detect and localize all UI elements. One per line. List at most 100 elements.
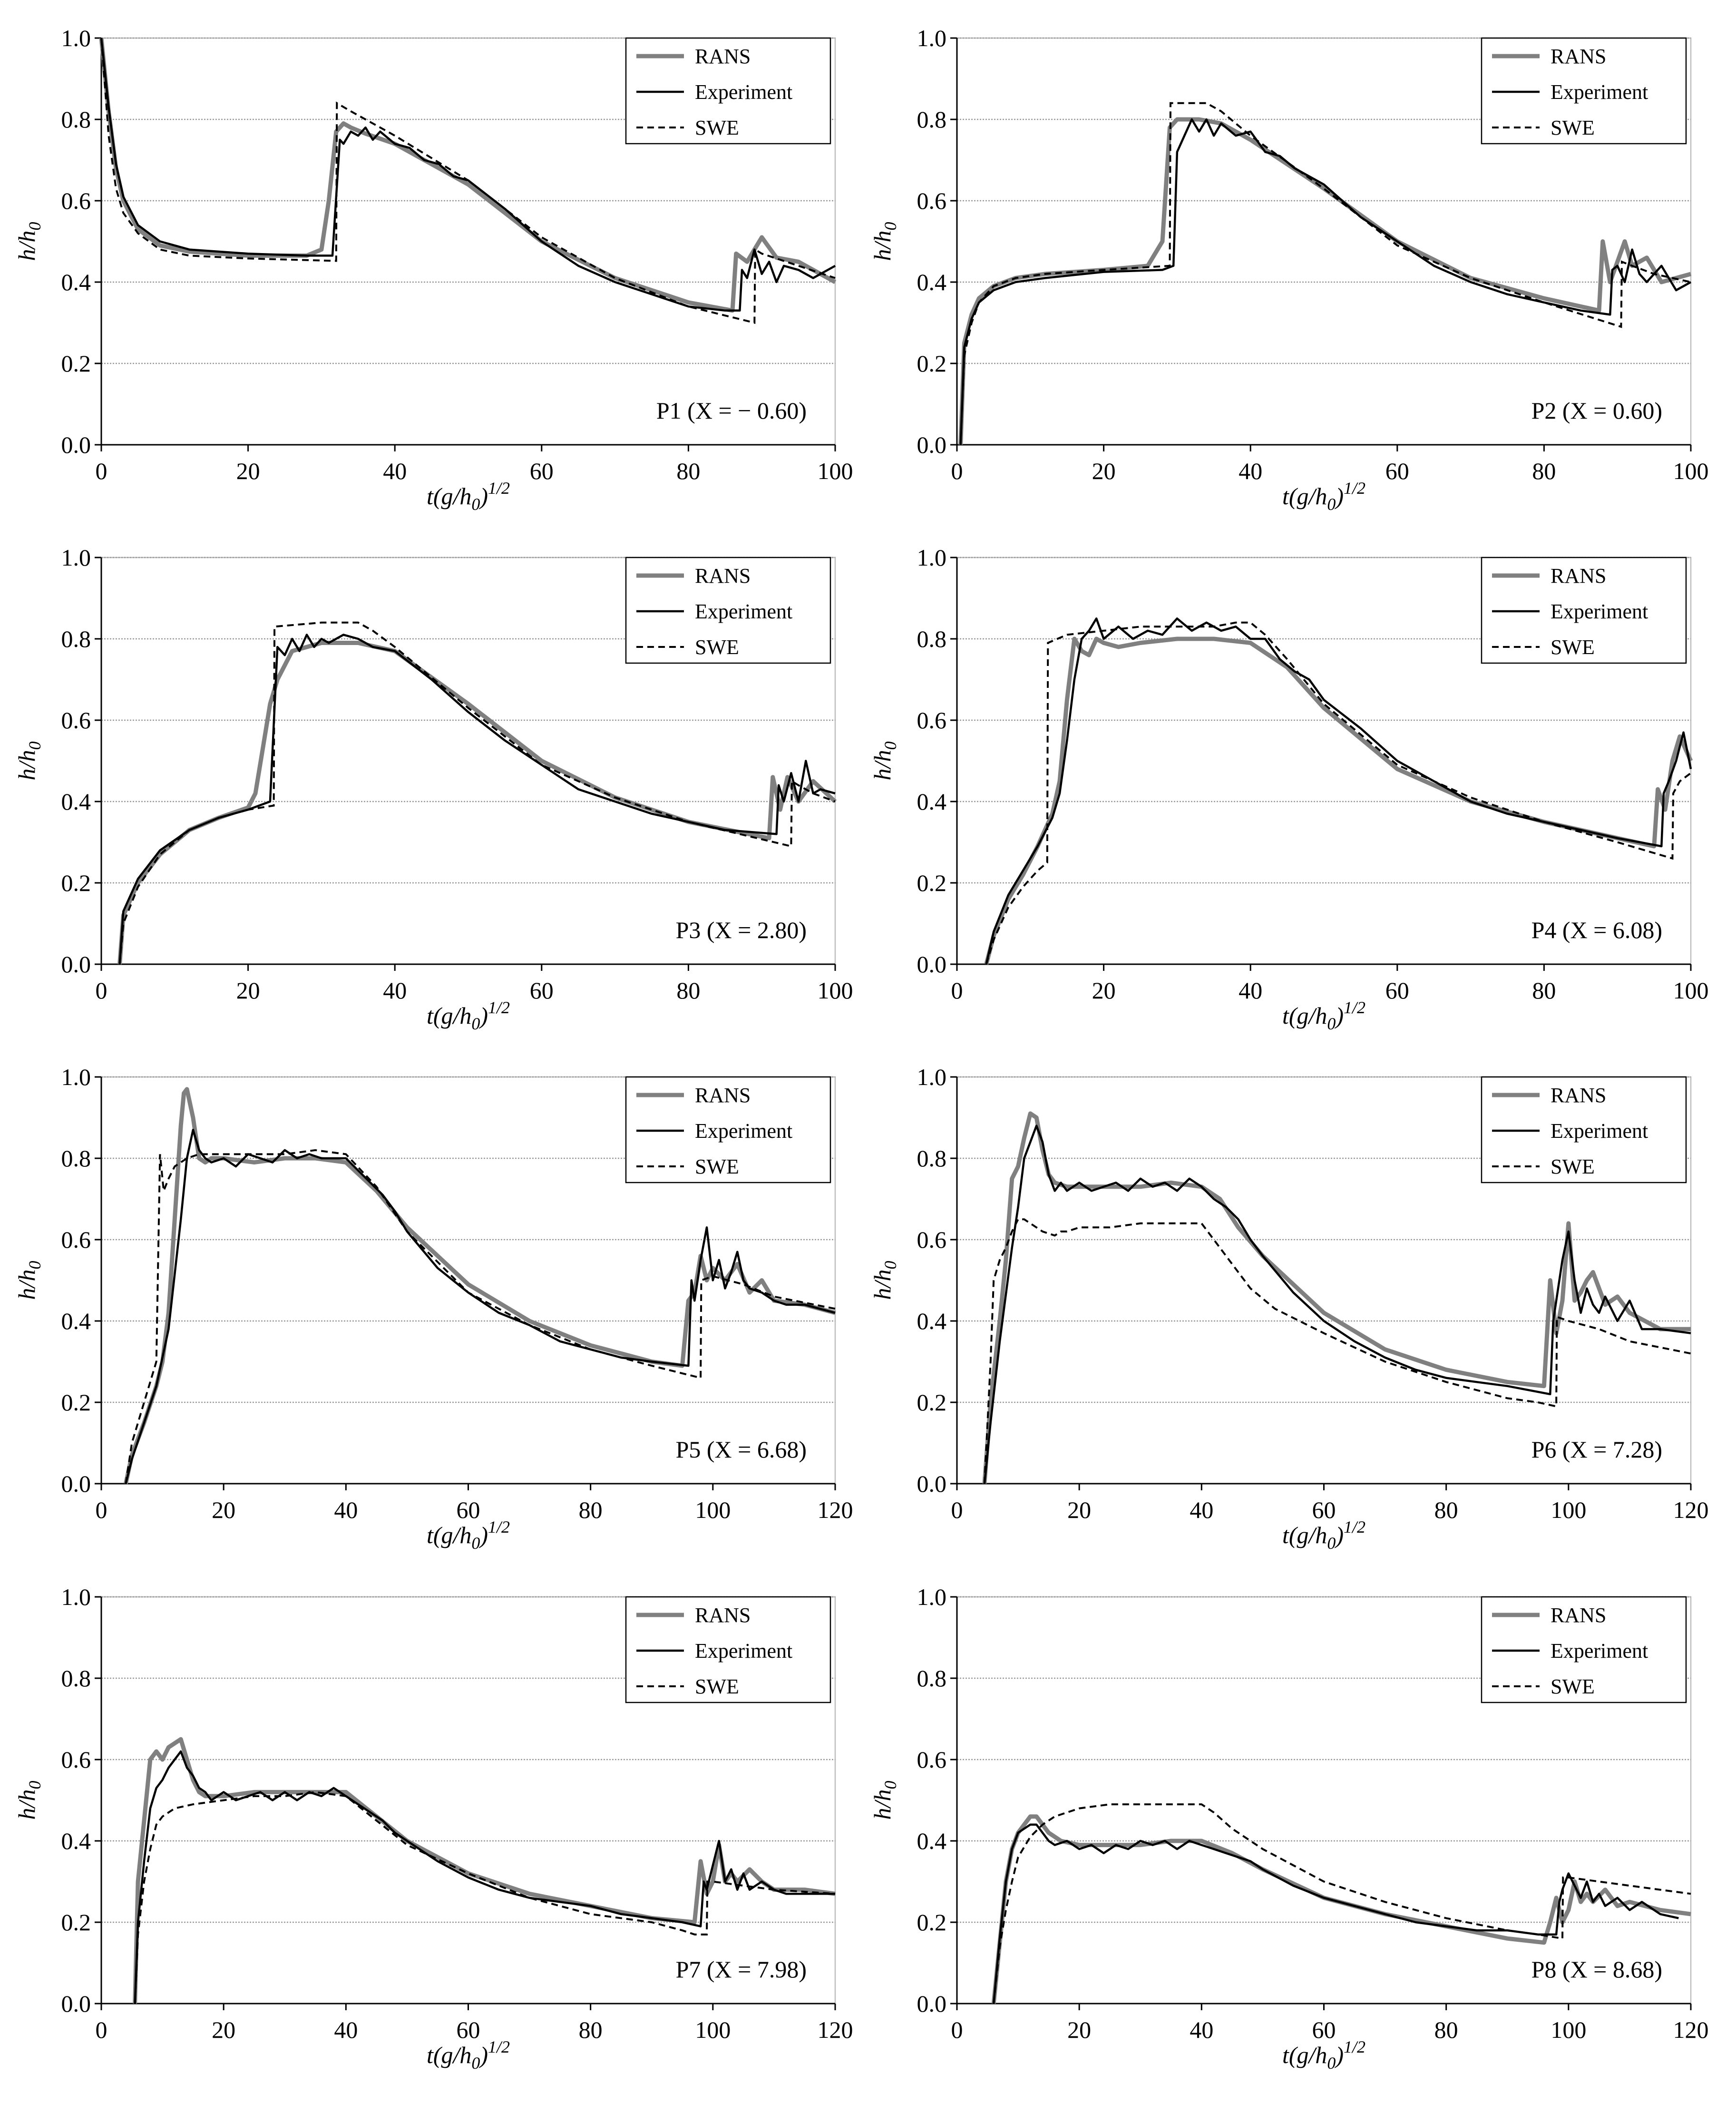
y-tick-label: 1.0 xyxy=(917,1584,947,1610)
x-axis-title: t(g/h0)1/2 xyxy=(1282,2037,1365,2073)
y-tick-label: 0.8 xyxy=(61,1665,91,1692)
x-axis-title: t(g/h0)1/2 xyxy=(1282,1517,1365,1553)
y-tick-label: 0.8 xyxy=(917,1145,947,1172)
y-tick-label: 0.8 xyxy=(61,626,91,652)
series-line-swe xyxy=(100,38,836,324)
series-line-experiment xyxy=(992,1823,1679,2004)
legend: RANS Experiment SWE xyxy=(625,37,831,145)
axes xyxy=(100,558,835,965)
legend-label: RANS xyxy=(1551,45,1606,68)
legend-label: RANS xyxy=(695,1604,751,1627)
y-tick-label: 0.6 xyxy=(917,1746,947,1773)
panel-annotation: P5 (X = 6.68) xyxy=(676,1436,807,1463)
y-tick-label: 0.4 xyxy=(917,788,947,815)
legend: RANS Experiment SWE xyxy=(625,1076,831,1184)
y-tick-label: 0.8 xyxy=(917,626,947,652)
x-tick-label: 60 xyxy=(457,2016,480,2043)
y-tick-label: 0.4 xyxy=(61,1308,91,1334)
x-tick-label: 60 xyxy=(530,458,554,484)
x-tick-label: 20 xyxy=(236,458,260,484)
panel-annotation: P8 (X = 8.68) xyxy=(1531,1956,1662,1983)
chart-panel-1: 0.0 0.2 0.4 0.6 0.8 1.0 0 20 40 60 80 100 h/h0 t(g/h0… xyxy=(13,25,853,514)
x-tick-label: 100 xyxy=(1551,2016,1586,2043)
y-tick-label: 0.0 xyxy=(61,1470,91,1497)
series-line-swe xyxy=(983,1218,1691,1484)
x-tick-label: 40 xyxy=(1190,1497,1213,1523)
x-tick-label: 100 xyxy=(1551,1497,1586,1523)
y-tick-label: 0.2 xyxy=(61,1389,91,1416)
x-tick-label: 100 xyxy=(695,1497,731,1523)
y-tick-label: 0.2 xyxy=(61,1909,91,1936)
y-tick-label: 1.0 xyxy=(61,1064,91,1090)
x-axis-title: t(g/h0)1/2 xyxy=(1282,479,1365,514)
x-tick-label: 40 xyxy=(1239,458,1262,484)
y-tick-label: 1.0 xyxy=(917,544,947,571)
x-tick-label: 0 xyxy=(951,458,963,484)
axes xyxy=(956,558,1691,965)
axes xyxy=(100,38,835,446)
y-tick-label: 0.0 xyxy=(917,1990,947,2017)
legend-label: SWE xyxy=(695,1675,739,1698)
legend: RANS Experiment SWE xyxy=(1481,37,1687,145)
y-tick-label: 0.6 xyxy=(61,707,91,734)
x-axis-title: t(g/h0)1/2 xyxy=(1282,998,1365,1033)
x-tick-label: 20 xyxy=(1092,977,1116,1004)
series-line-experiment xyxy=(100,38,836,312)
x-tick-label: 60 xyxy=(1312,2016,1336,2043)
y-axis-title: h/h0 xyxy=(13,1261,44,1300)
y-tick-label: 0.6 xyxy=(61,1226,91,1253)
legend-label: RANS xyxy=(695,1084,751,1107)
legend-label: RANS xyxy=(695,564,751,587)
chart-panel-7: 0.0 0.2 0.4 0.6 0.8 1.0 0 20 40 60 80 100 120 h/h0 t(g… xyxy=(13,1584,853,2073)
y-tick-label: 0.2 xyxy=(917,1909,947,1936)
x-axis-title: t(g/h0)1/2 xyxy=(427,998,510,1033)
axes xyxy=(100,1077,835,1485)
x-tick-label: 80 xyxy=(676,458,700,484)
y-tick-label: 0.2 xyxy=(917,1389,947,1416)
legend-label: RANS xyxy=(1551,564,1606,587)
y-tick-label: 0.0 xyxy=(917,431,947,458)
series-line-swe xyxy=(959,102,1691,445)
y-tick-label: 0.2 xyxy=(917,350,947,377)
legend-label: SWE xyxy=(695,1155,739,1178)
x-tick-label: 80 xyxy=(1434,1497,1458,1523)
x-tick-label: 80 xyxy=(1532,977,1556,1004)
y-tick-label: 0.4 xyxy=(61,269,91,295)
y-tick-label: 0.0 xyxy=(61,951,91,978)
legend: RANS Experiment SWE xyxy=(1481,557,1687,664)
x-tick-label: 120 xyxy=(1673,1497,1709,1523)
y-axis-title: h/h0 xyxy=(869,742,900,781)
chart-panel-5: 0.0 0.2 0.4 0.6 0.8 1.0 0 20 40 60 80 100 120 h/h0 t(g… xyxy=(13,1064,853,1553)
x-tick-label: 60 xyxy=(1312,1497,1336,1523)
y-axis-title: h/h0 xyxy=(869,1781,900,1820)
series-line-swe xyxy=(118,621,836,965)
series-line-experiment xyxy=(983,1125,1691,1484)
panel-annotation: P6 (X = 7.28) xyxy=(1531,1436,1662,1463)
legend: RANS Experiment SWE xyxy=(1481,1596,1687,1703)
axes xyxy=(956,38,1691,446)
y-tick-label: 0.8 xyxy=(61,106,91,133)
x-tick-label: 40 xyxy=(383,977,407,1004)
y-tick-label: 1.0 xyxy=(61,25,91,51)
y-tick-label: 1.0 xyxy=(917,25,947,51)
panel-annotation: P7 (X = 7.98) xyxy=(676,1956,807,1983)
x-axis-title: t(g/h0)1/2 xyxy=(427,479,510,514)
x-tick-label: 40 xyxy=(334,2016,358,2043)
chart-panel-2: 0.0 0.2 0.4 0.6 0.8 1.0 0 20 40 60 80 100 h/h0 t(g/h0… xyxy=(869,25,1709,514)
series-line-rans xyxy=(982,1111,1691,1484)
y-tick-label: 0.6 xyxy=(917,1226,947,1253)
x-axis-title: t(g/h0)1/2 xyxy=(427,1517,510,1553)
series-line-swe xyxy=(993,1803,1691,2004)
legend-label: SWE xyxy=(695,116,739,139)
y-tick-label: 0.0 xyxy=(917,1470,947,1497)
y-tick-label: 0.4 xyxy=(61,1828,91,1854)
y-axis-title: h/h0 xyxy=(869,1261,900,1300)
panel-annotation: P4 (X = 6.08) xyxy=(1531,917,1662,943)
series-line-rans xyxy=(984,636,1693,965)
x-tick-label: 0 xyxy=(96,2016,107,2043)
x-tick-label: 100 xyxy=(818,977,853,1004)
x-tick-label: 0 xyxy=(96,977,107,1004)
y-tick-label: 0.0 xyxy=(61,1990,91,2017)
legend-label: RANS xyxy=(695,45,751,68)
